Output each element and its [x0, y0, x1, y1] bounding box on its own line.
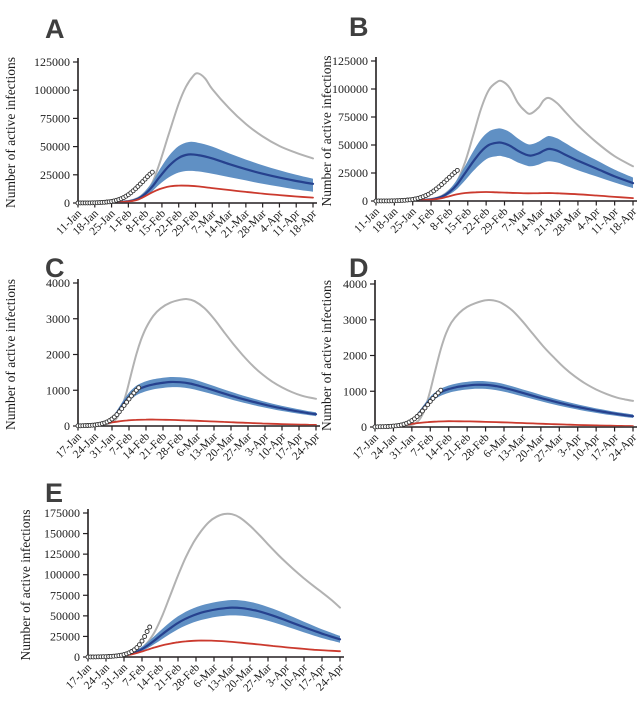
panel-C-chart: C Number of active infections 0 1000 2000 300… [3, 253, 320, 464]
y-axis-title: Number of active infections [320, 55, 334, 206]
y-tick-label: 75000 [40, 111, 70, 125]
panel-D-chart: D Number of active infections 0 1000 2000 300… [320, 253, 639, 465]
y-tick-label: 125000 [332, 54, 368, 68]
y-tick-label: 25000 [40, 168, 70, 182]
y-tick-label: 0 [64, 419, 70, 433]
panel-E-chart: E Number of active infections 0 25000 50000 7… [18, 478, 346, 695]
panel-A-chart: A Number of active infections 0 25000 50000 7… [3, 14, 319, 241]
panel-letter-A: A [45, 14, 65, 44]
red-line [78, 418, 317, 426]
y-tick-label: 25000 [50, 629, 80, 643]
panel-letter-D: D [349, 253, 369, 283]
y-tick-label: 0 [361, 420, 367, 434]
red-line [375, 420, 634, 427]
y-tick-label: 2000 [343, 349, 367, 363]
y-tick-label: 3000 [46, 312, 70, 326]
confidence-band [87, 376, 316, 426]
y-tick-label: 0 [362, 194, 368, 208]
y-tick-label: 125000 [44, 547, 80, 561]
y-tick-label: 125000 [34, 55, 70, 69]
observed-points [85, 624, 153, 660]
observed-points [373, 167, 460, 204]
y-tick-label: 25000 [338, 166, 368, 180]
y-tick-label: 100000 [332, 82, 368, 96]
red-line [376, 191, 634, 201]
observed-points [75, 169, 155, 206]
panel-letter-B: B [349, 12, 369, 42]
y-tick-label: 75000 [338, 110, 368, 124]
confidence-band [114, 599, 340, 657]
y-tick-label: 4000 [46, 276, 70, 290]
y-tick-label: 50000 [40, 140, 70, 154]
y-tick-label: 75000 [50, 588, 80, 602]
observed-points [372, 387, 444, 430]
y-axis-title: Number of active infections [320, 280, 334, 431]
y-tick-label: 4000 [343, 277, 367, 291]
observed-points [75, 385, 142, 429]
y-axis-title: Number of active infections [3, 57, 18, 208]
y-tick-label: 50000 [338, 138, 368, 152]
y-tick-label: 3000 [343, 313, 367, 327]
panel-B-chart: B Number of active infections 0 25000 50000 7… [320, 12, 639, 239]
y-tick-label: 0 [64, 196, 70, 210]
y-tick-label: 100000 [44, 568, 80, 582]
y-tick-label: 175000 [44, 506, 80, 520]
y-axis-title: Number of active infections [3, 279, 18, 430]
y-tick-label: 150000 [44, 527, 80, 541]
y-tick-label: 100000 [34, 83, 70, 97]
gray-line [88, 512, 341, 657]
y-tick-label: 1000 [46, 383, 70, 397]
blue-line [376, 141, 635, 201]
panel-letter-C: C [45, 253, 65, 283]
red-line [78, 184, 314, 203]
confidence-band [388, 380, 633, 427]
panel-letter-E: E [45, 478, 63, 508]
y-tick-label: 50000 [50, 609, 80, 623]
confidence-band [414, 128, 633, 201]
y-tick-label: 2000 [46, 348, 70, 362]
y-axis-title: Number of active infections [18, 509, 33, 660]
y-tick-label: 0 [74, 650, 80, 664]
confidence-band [111, 141, 313, 203]
y-tick-label: 1000 [343, 384, 367, 398]
gray-line [375, 299, 634, 427]
